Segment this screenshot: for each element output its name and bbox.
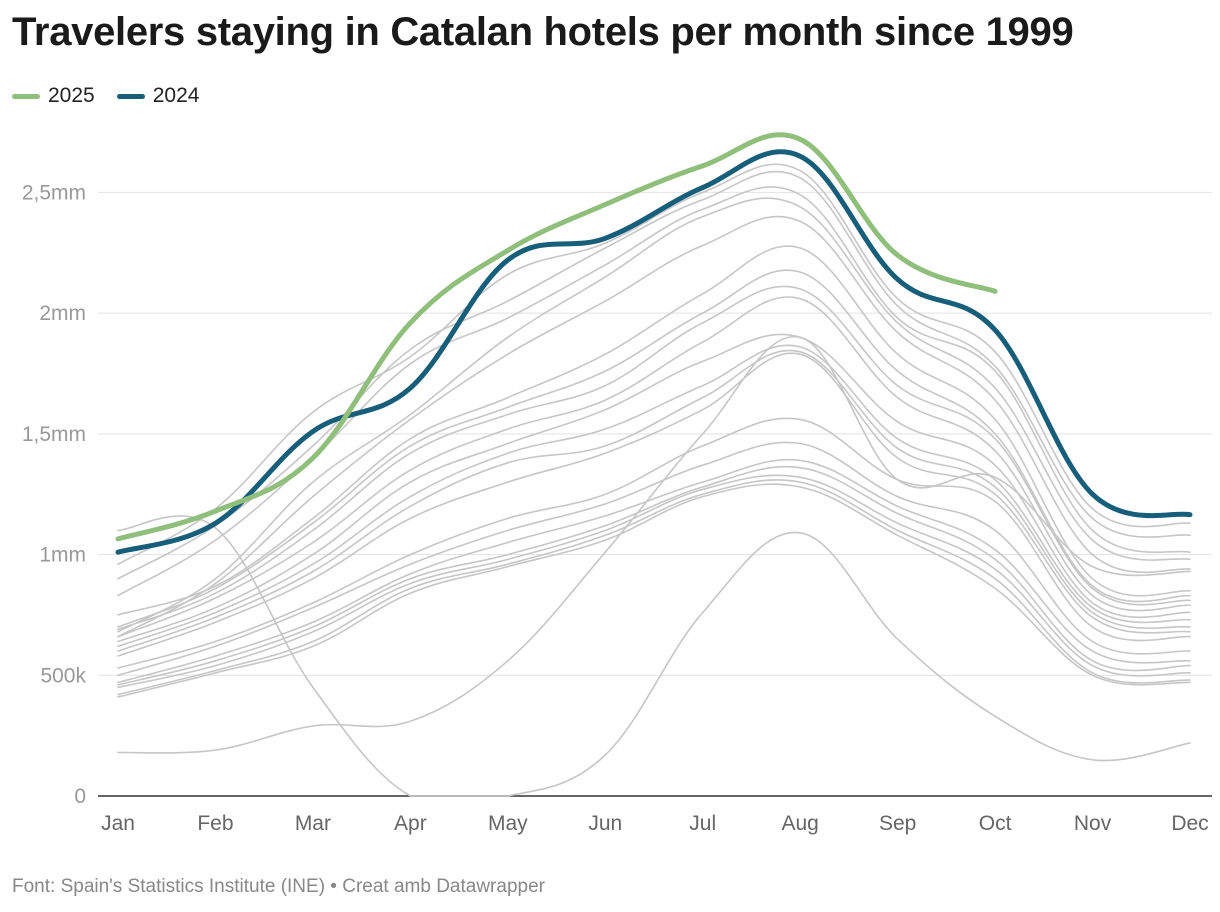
- legend-swatch-2025: [12, 93, 40, 99]
- series-line-past-year: [117, 417, 1191, 669]
- series-line-2024: [115, 149, 1193, 555]
- legend-label-2024: 2024: [152, 84, 200, 107]
- series-line-past-year: [117, 163, 1191, 565]
- x-tick-label: May: [488, 812, 528, 835]
- x-tick-label: Feb: [197, 812, 233, 835]
- x-tick-label: Sep: [879, 812, 916, 835]
- y-tick-label: 1,5mm: [22, 423, 86, 446]
- series-line-past-year: [117, 333, 1191, 643]
- y-tick-label: 1mm: [39, 544, 86, 567]
- series-line-past-year: [117, 441, 1191, 677]
- series-line-past-year: [117, 215, 1191, 638]
- y-tick-label: 2,5mm: [22, 181, 86, 204]
- legend-item-2024: 2024: [116, 84, 200, 108]
- series-line-past-year: [117, 479, 1191, 696]
- x-tick-label: Dec: [1171, 812, 1208, 835]
- source-note: Font: Spain's Statistics Institute (INE)…: [12, 876, 545, 897]
- x-tick-label: Oct: [979, 812, 1012, 835]
- series-line-past-year: [117, 352, 1191, 657]
- series-line-past-year: [117, 458, 1191, 684]
- series-line-past-year: [117, 285, 1191, 631]
- x-tick-label: Aug: [781, 812, 818, 835]
- chart-title: Travelers staying in Catalan hotels per …: [12, 10, 1074, 54]
- series-line-past-year: [117, 465, 1191, 686]
- x-tick-label: Jun: [588, 812, 622, 835]
- x-tick-label: Jul: [689, 812, 716, 835]
- series-line-2025: [115, 132, 998, 542]
- series-line-past-year: [117, 296, 1191, 638]
- x-tick-label: Nov: [1074, 812, 1112, 835]
- x-tick-label: Jan: [101, 812, 135, 835]
- series-line-past-year: [117, 245, 1191, 616]
- legend-swatch-2024: [116, 93, 145, 99]
- series-line-past-year: [117, 197, 1191, 633]
- legend: 2025 2024: [12, 84, 199, 108]
- series-line-past-year: [117, 474, 1191, 689]
- x-tick-label: Apr: [394, 812, 427, 835]
- series-line-past-year: [117, 483, 1191, 698]
- y-tick-label: 0: [74, 785, 86, 808]
- y-tick-label: 2mm: [39, 302, 86, 325]
- series-line-past-year: [117, 515, 1191, 797]
- series-line-past-year: [117, 349, 1191, 652]
- series-line-past-year: [117, 344, 1191, 648]
- y-tick-label: 500k: [40, 664, 86, 687]
- legend-item-2025: 2025: [12, 84, 95, 108]
- series-line-past-year: [117, 170, 1191, 580]
- legend-label-2025: 2025: [48, 84, 95, 107]
- series-line-past-year: [117, 269, 1191, 628]
- series-line-past-year: [117, 335, 1191, 754]
- x-tick-label: Mar: [295, 812, 331, 835]
